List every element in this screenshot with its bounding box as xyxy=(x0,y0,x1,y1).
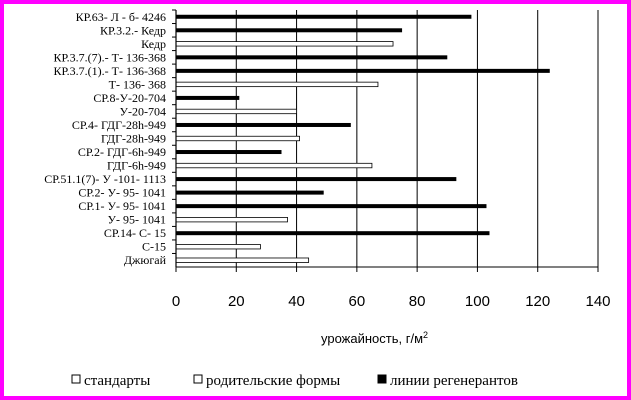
x-axis-title-group: урожайность, г/м2 xyxy=(321,330,428,346)
legend-swatch xyxy=(377,374,387,384)
x-axis-title-superscript: 2 xyxy=(423,330,428,340)
bar xyxy=(176,95,240,100)
bar xyxy=(176,150,282,155)
bar xyxy=(176,14,472,19)
x-tick-label: 120 xyxy=(525,293,550,310)
chart-frame: КР.63- Л - б- 4246 КР.3.2.- Кедр Кедр КР.3.… xyxy=(4,4,627,396)
category-label: ГДГ-6h-949 xyxy=(107,159,166,173)
bar xyxy=(176,177,457,182)
category-label: СР.2- У- 95- 1041 xyxy=(78,186,166,200)
x-tick-label: 20 xyxy=(228,293,245,310)
x-tick-label: 80 xyxy=(409,293,426,310)
bar xyxy=(175,81,379,88)
category-label: СР.51.1(7)- У -101- 1113 xyxy=(44,172,166,186)
bar xyxy=(175,41,394,47)
category-label: СР.8-У-20-704 xyxy=(93,91,166,105)
legend-swatch xyxy=(193,374,203,384)
category-label: СР.1- У- 95- 1041 xyxy=(78,199,166,213)
category-label: КР.3.2.- Кедр xyxy=(100,23,166,37)
x-tick-label: 0 xyxy=(172,293,180,310)
category-label: ГДГ-28h-949 xyxy=(101,132,166,146)
legend-label: стандарты xyxy=(84,373,150,389)
bar xyxy=(175,257,310,263)
category-label: КР.3.7.(1).- Т- 136-368 xyxy=(54,64,167,78)
category-label: КР.3.7.(7).- Т- 136-368 xyxy=(54,50,167,64)
bar xyxy=(175,217,288,223)
category-label: С-15 xyxy=(142,240,166,254)
category-label: Джюгай xyxy=(124,253,167,267)
category-label: СР.2- ГДГ-6h-949 xyxy=(78,145,166,159)
bar xyxy=(176,28,403,33)
bar xyxy=(176,68,550,73)
category-label: СР.14- С- 15 xyxy=(104,226,166,240)
bar xyxy=(176,190,324,195)
category-label: Т- 136- 368 xyxy=(109,77,166,91)
x-tick-label: 100 xyxy=(465,293,490,310)
category-label: КР.63- Л - б- 4246 xyxy=(76,10,166,24)
bar xyxy=(176,55,448,60)
legend: стандарты родительские формы линии регенер… xyxy=(71,373,518,389)
category-label: СР.4- ГДГ-28h-949 xyxy=(72,118,166,132)
legend-label: линии регенерантов xyxy=(390,373,518,389)
bar xyxy=(176,122,351,127)
category-label: Кедр xyxy=(141,37,166,51)
bar xyxy=(176,231,490,236)
category-label: У- 95- 1041 xyxy=(108,213,167,227)
x-tick-label: 40 xyxy=(288,293,305,310)
legend-swatch xyxy=(71,374,81,384)
bar xyxy=(175,108,297,115)
bar xyxy=(175,244,261,250)
x-tick-label: 60 xyxy=(349,293,366,310)
bar xyxy=(175,135,300,142)
bars xyxy=(175,14,550,263)
legend-label: родительские формы xyxy=(206,373,340,389)
bar xyxy=(175,162,373,169)
x-axis: 0 20 40 60 80 100 120 140 xyxy=(172,9,611,310)
x-tick-label: 140 xyxy=(585,293,610,310)
x-axis-title: урожайность, г/м2 xyxy=(321,330,428,346)
bar xyxy=(176,204,487,209)
category-label: У-20-704 xyxy=(120,104,167,118)
x-axis-title-text: урожайность, г/м xyxy=(321,331,423,346)
